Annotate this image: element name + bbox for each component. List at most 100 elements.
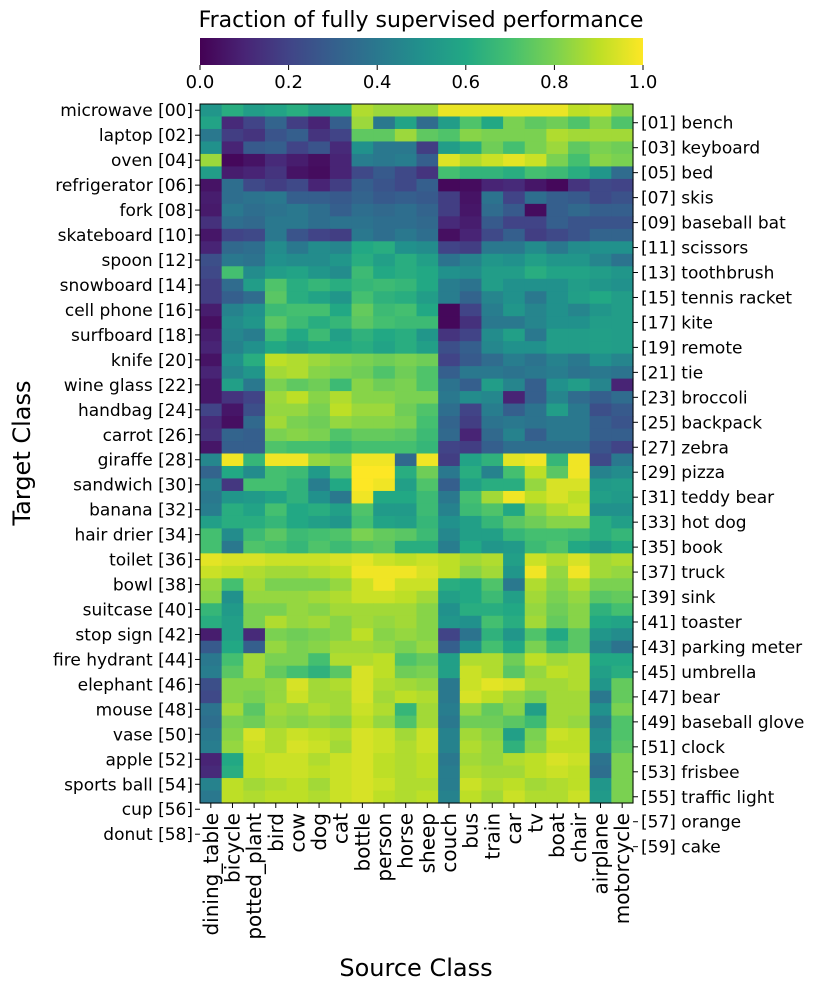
heatmap-cell [459, 328, 483, 342]
y-tick-label-left: suitcase [40] [83, 601, 193, 621]
heatmap-cell [243, 528, 266, 542]
heatmap-cell [394, 178, 418, 192]
heatmap-cell [524, 503, 547, 517]
heatmap-cell [611, 253, 634, 267]
heatmap-cell [286, 703, 309, 717]
heatmap-cell [394, 203, 418, 217]
heatmap-cell [524, 728, 547, 742]
heatmap-cell [459, 266, 483, 280]
heatmap-cell [200, 528, 223, 542]
y-tick-label-left: giraffe [28] [98, 451, 193, 471]
heatmap-cell [221, 366, 244, 380]
heatmap-cell [329, 228, 353, 242]
heatmap-cell [329, 565, 353, 579]
heatmap-cell [611, 216, 634, 230]
heatmap-cell [351, 303, 374, 317]
heatmap-cell [438, 778, 461, 792]
heatmap-cell [264, 341, 288, 355]
heatmap-cell [394, 540, 418, 554]
heatmap-cell [243, 266, 266, 280]
heatmap-cell [438, 141, 461, 155]
heatmap-cell [459, 253, 483, 267]
heatmap-cell [459, 216, 483, 230]
heatmap-cell [589, 428, 612, 442]
heatmap-cell [524, 653, 547, 667]
heatmap-cell [394, 241, 418, 255]
heatmap-cell [459, 403, 483, 417]
heatmap-cell [503, 703, 526, 717]
heatmap-cell [351, 590, 374, 604]
heatmap-cell [481, 553, 504, 567]
heatmap-cell [546, 328, 569, 342]
heatmap-cell [308, 104, 331, 118]
heatmap-cell [351, 441, 374, 455]
heatmap-cell [329, 391, 353, 405]
colorbar-label: Fraction of fully supervised performance [199, 8, 644, 33]
heatmap-cell [200, 653, 223, 667]
heatmap-cell [221, 303, 244, 317]
heatmap-cell [503, 278, 526, 292]
heatmap-cell [459, 640, 483, 654]
heatmap-cell [200, 128, 223, 143]
heatmap-cell [589, 590, 612, 604]
heatmap-cell [308, 378, 331, 392]
heatmap-cell [221, 628, 244, 642]
heatmap-cell [394, 291, 418, 305]
heatmap-cell [568, 703, 591, 717]
heatmap-cell [416, 366, 439, 380]
heatmap-cell [200, 241, 223, 255]
heatmap-cell [481, 416, 504, 430]
heatmap-cell [611, 416, 634, 430]
heatmap-cell [459, 703, 483, 717]
heatmap-cell [264, 515, 288, 529]
heatmap-cell [459, 441, 483, 455]
heatmap-cell [524, 104, 547, 118]
heatmap-cell [373, 303, 396, 317]
heatmap-cell [438, 740, 461, 754]
heatmap-cell [503, 740, 526, 754]
heatmap-cell [589, 703, 612, 717]
heatmap-cell [589, 665, 612, 679]
heatmap-cell [243, 778, 266, 792]
heatmap-cell [589, 678, 612, 692]
heatmap-cell [394, 116, 418, 130]
heatmap-cell [546, 153, 569, 168]
heatmap-cell [286, 191, 309, 205]
heatmap-cell [243, 303, 266, 317]
heatmap-cell [200, 515, 223, 529]
heatmap-cell [373, 665, 396, 679]
heatmap-cell [308, 116, 331, 130]
heatmap-cell [589, 278, 612, 292]
heatmap-cell [459, 278, 483, 292]
heatmap-cell [351, 104, 374, 118]
heatmap-cell [416, 391, 439, 405]
heatmap-cell [200, 216, 223, 230]
heatmap-cell [394, 378, 418, 392]
heatmap-cell [459, 316, 483, 330]
heatmap-cell [546, 403, 569, 417]
heatmap-cell [503, 590, 526, 604]
heatmap-cell [568, 678, 591, 692]
heatmap-cell [200, 628, 223, 642]
heatmap-cell [264, 778, 288, 792]
heatmap-cell [568, 278, 591, 292]
heatmap-cell [438, 328, 461, 342]
heatmap-cell [546, 291, 569, 305]
heatmap-cell [524, 116, 547, 130]
heatmap-cell [416, 191, 439, 205]
heatmap-cell [503, 515, 526, 529]
x-tick-label: horse [394, 813, 418, 869]
heatmap-cell [416, 765, 439, 779]
heatmap-cell [394, 678, 418, 692]
heatmap-cell [373, 465, 396, 480]
heatmap-cell [568, 628, 591, 642]
heatmap-cell [329, 241, 353, 255]
heatmap-cell [373, 153, 396, 168]
heatmap-cell [264, 441, 288, 455]
heatmap-cell [394, 416, 418, 430]
heatmap-cell [221, 715, 244, 729]
heatmap-cell [589, 178, 612, 192]
heatmap-cell [243, 116, 266, 130]
heatmap-cell [221, 728, 244, 742]
heatmap-cell [503, 128, 526, 143]
